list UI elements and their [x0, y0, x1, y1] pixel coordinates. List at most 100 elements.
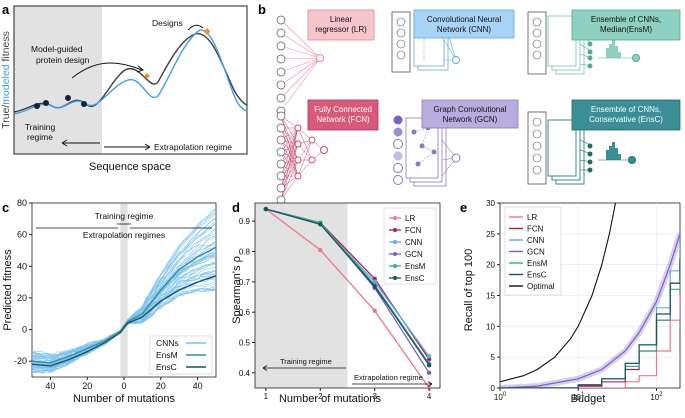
panel-c-training-shade	[120, 204, 128, 376]
panel-e-legend: LR FCN CNN GCN EnsM EnsC Optimal	[504, 206, 562, 296]
box-ensc: Ensemble of CNNs,Conservative (EnsC)	[571, 99, 681, 131]
box-lr-line: regressor (LR)	[315, 25, 367, 34]
point-gcn	[426, 370, 432, 376]
point-lr	[318, 247, 323, 253]
y-tick-label: 30	[486, 199, 495, 208]
x-tick-label: 20	[156, 381, 166, 391]
box-gcn-line: Graph Convolutional	[434, 105, 507, 114]
y-tick-label: 0.9	[239, 217, 251, 226]
extrapolation-arrow-head	[144, 143, 151, 151]
panel-d-training-arrow-head	[262, 365, 268, 371]
x-tick-exp: 1	[581, 392, 585, 398]
y-tick-label: 0.5	[239, 339, 251, 348]
x-tick-label: 4	[427, 392, 432, 401]
legend-ensc: EnsC	[156, 362, 177, 372]
y-tick-label: 10	[486, 322, 495, 331]
input-node	[276, 28, 286, 38]
x-tick-exp: 2	[659, 392, 663, 398]
design-arrow-head	[136, 65, 145, 73]
panel-d-extrapolation-regime: Extrapolation regime	[354, 373, 423, 382]
fcn-hidden-node	[294, 124, 302, 132]
ensm-diagram	[527, 11, 640, 75]
panel-c-xlabel: Number of mutations	[73, 393, 176, 405]
box-fcn-line: Network (FCN)	[316, 115, 370, 124]
panel-c-ylabel: Predicted fitness	[2, 249, 14, 331]
training-point	[43, 100, 49, 106]
design-arrow	[71, 62, 143, 79]
panel-c-training-regime: Training regime	[95, 211, 154, 221]
input-node	[276, 123, 286, 133]
input-node	[276, 67, 286, 77]
training-point	[81, 101, 87, 107]
legend-cnns: CNNs	[156, 338, 179, 348]
ensc-diagram	[527, 111, 636, 185]
series-ensm	[31, 246, 217, 364]
panel-c-legend: CNNs EnsM EnsC	[149, 335, 213, 375]
legend-fcn: FCN	[527, 225, 544, 234]
fcn-output-node	[320, 146, 328, 154]
panel-d-legend: LR FCN CNN GCN EnsM EnsC	[383, 207, 437, 285]
box-gcn-line: Network (GCN)	[443, 115, 498, 124]
series-gcn	[500, 233, 680, 388]
lr-output-node	[316, 54, 324, 62]
training-regime-2: regime	[27, 132, 53, 142]
panel-d-frame	[254, 202, 441, 389]
panel-d: 1 2 3 4 0.4 0.5 0.6 0.7 0.8 0.9 Number of mutatio…	[231, 202, 441, 405]
panel-c: 40 20 0 20 40 -20 0 20 40 60 80 Number of mutation…	[2, 198, 217, 405]
y-tick-label: 20	[486, 261, 495, 270]
x-tick-label: 100	[494, 392, 507, 402]
point-fcn	[426, 356, 432, 362]
x-tick-base: 10	[650, 393, 659, 402]
input-node	[276, 80, 286, 90]
legend-lr: LR	[527, 213, 537, 222]
y-tick-label: 15	[486, 292, 495, 301]
series-lr	[265, 208, 430, 389]
legend-ensc: EnsC	[405, 274, 425, 283]
box-fcn-line: Fully Connected	[314, 105, 372, 114]
point-ensc	[372, 284, 377, 289]
fcn-hidden-node	[294, 156, 302, 164]
y-tick-label: 5	[491, 353, 496, 362]
legend-gcn: GCN	[527, 248, 545, 257]
box-ensm-line: Ensemble of CNNs,	[591, 15, 661, 24]
training-shade	[14, 6, 102, 154]
y-tick-label: 0.8	[239, 248, 251, 257]
annotation-model-1: Model-guided	[31, 44, 83, 54]
y-tick-label: 0	[491, 384, 496, 393]
fcn-hidden-node	[308, 136, 316, 144]
gcn-diagram	[393, 115, 461, 187]
box-cnn-line: Network (CNN)	[437, 25, 492, 34]
panel-e-label: e	[460, 200, 467, 215]
y-tick-label: -20	[14, 356, 27, 366]
point-cnn	[426, 353, 432, 359]
training-regime-1: Training	[25, 122, 56, 132]
series-ensc	[265, 208, 430, 366]
panel-e-xlabel: Budget	[571, 393, 606, 405]
legend-cnn: CNN	[527, 236, 545, 245]
input-node	[276, 159, 286, 169]
input-node	[276, 147, 286, 157]
training-arrow-head	[61, 139, 68, 147]
input-node	[276, 93, 286, 103]
legend-fcn: FCN	[405, 226, 422, 235]
box-ensm-line: Median(EnsM)	[600, 25, 652, 34]
y-tick-label: 25	[486, 230, 495, 239]
panel-a-ylabel: True/modeled fitness	[0, 31, 12, 129]
y-tick-label: 60	[17, 230, 27, 240]
x-tick-base: 10	[572, 393, 581, 402]
panel-d-ylabel: Spearman's ρ	[231, 256, 243, 324]
panel-d-training-shade	[255, 203, 348, 388]
x-tick-label: 40	[45, 381, 55, 391]
panel-c-label: c	[2, 200, 9, 215]
box-lr-line: Linear	[330, 15, 353, 24]
panel-d-xlabel: Number of mutations	[279, 393, 382, 405]
training-point	[65, 95, 71, 101]
x-tick-base: 10	[494, 393, 503, 402]
series-optimal	[500, 203, 617, 383]
legend-ensc: EnsC	[527, 271, 547, 280]
